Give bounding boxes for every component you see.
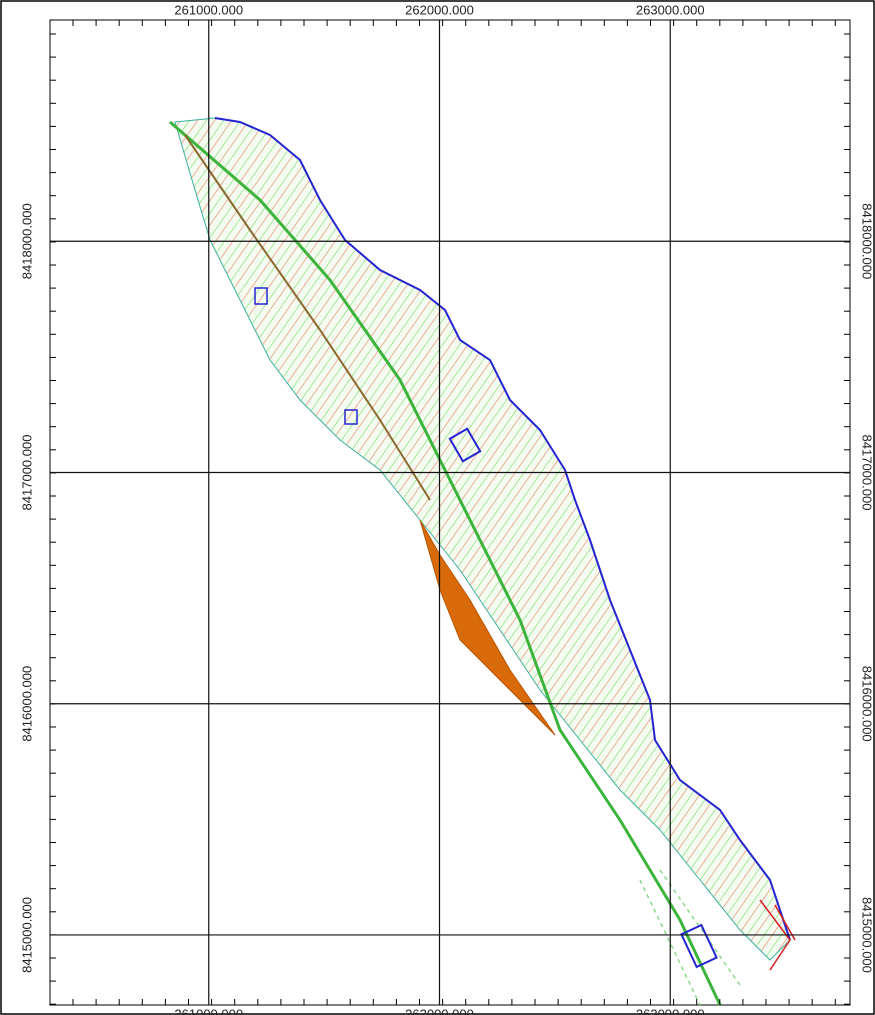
y-tick-label: 8416000.000 bbox=[19, 666, 34, 742]
x-tick-label: 262000.000 bbox=[405, 2, 474, 17]
river-line bbox=[184, 134, 431, 501]
building bbox=[254, 287, 268, 305]
orange-area bbox=[419, 519, 556, 736]
building bbox=[448, 427, 482, 463]
x-tick-label: 262000.000 bbox=[405, 1006, 474, 1015]
road-line bbox=[169, 120, 722, 1006]
x-tick-label: 263000.000 bbox=[636, 2, 705, 17]
y-tick-label: 8417000.000 bbox=[860, 435, 875, 511]
y-tick-label: 8415000.000 bbox=[19, 897, 34, 973]
road-hatch bbox=[639, 869, 741, 1006]
y-tick-label: 8415000.000 bbox=[860, 897, 875, 973]
x-tick-label: 261000.000 bbox=[174, 2, 243, 17]
x-tick-label: 263000.000 bbox=[636, 1006, 705, 1015]
y-tick-label: 8417000.000 bbox=[19, 435, 34, 511]
building bbox=[680, 923, 718, 969]
y-tick-label: 8418000.000 bbox=[860, 203, 875, 279]
y-tick-label: 8416000.000 bbox=[860, 666, 875, 742]
y-tick-label: 8418000.000 bbox=[19, 203, 34, 279]
x-tick-label: 261000.000 bbox=[174, 1006, 243, 1015]
contour-line bbox=[759, 899, 796, 971]
building bbox=[344, 409, 358, 425]
features bbox=[169, 117, 796, 1006]
boundary-line bbox=[214, 117, 791, 941]
